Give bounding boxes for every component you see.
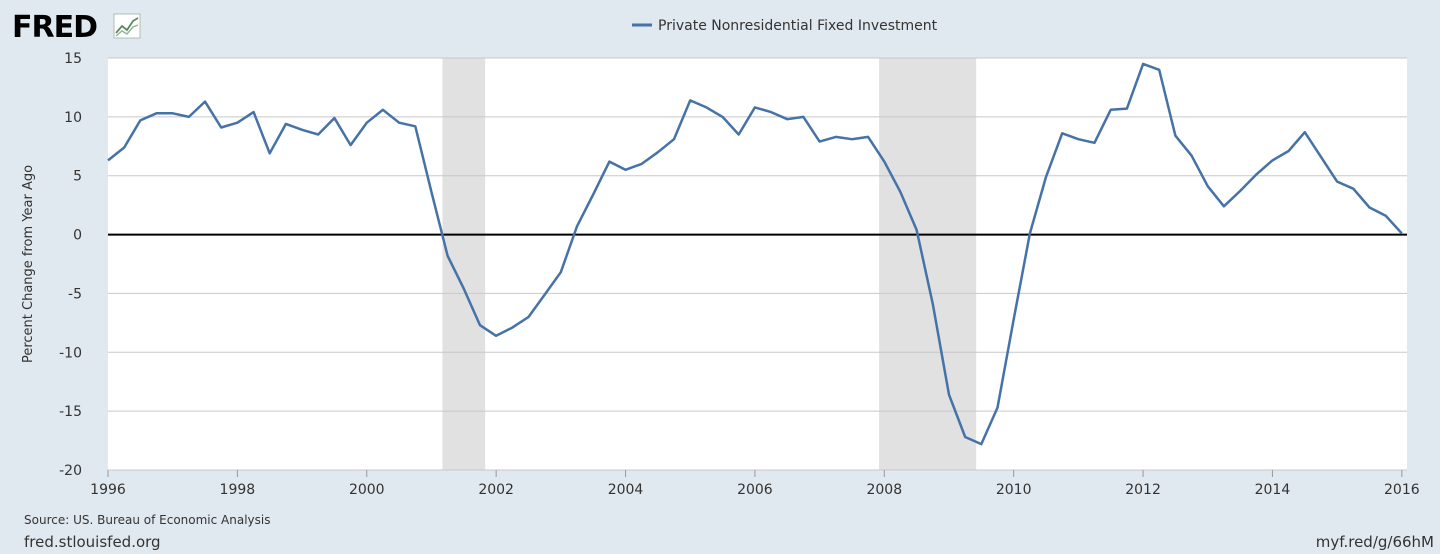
y-tick-label: 15 [64,51,82,67]
recession-band [442,58,486,470]
y-tick-label: -20 [59,463,82,479]
y-tick-label: 0 [73,228,82,244]
x-tick-label: 2014 [1255,482,1291,498]
gridlines [108,57,1407,471]
x-tick-label: 2004 [608,482,644,498]
series-lines [107,62,1403,446]
x-tick-label: 1996 [90,482,126,498]
y-tick-label: -10 [59,345,82,361]
x-tick-label: 2006 [737,482,773,498]
y-tick-labels: 15 10 5 0 -5 -10 -15 -20 [59,51,82,479]
y-tick-label: 5 [73,169,82,185]
x-tick-label: 2012 [1125,482,1161,498]
y-axis-title: Percent Change from Year Ago [21,165,36,363]
plot-background [108,58,1407,470]
short-url-link[interactable]: myf.red/g/66hM [1315,533,1434,551]
x-tick-labels: 1996 1998 2000 2002 2004 2006 2008 2010 2012 2014… [90,470,1420,498]
x-tick-label: 2008 [866,482,902,498]
site-link[interactable]: fred.stlouisfed.org [24,533,161,551]
series-line [107,62,1403,446]
x-tick-label: 2000 [349,482,385,498]
x-tick-label: 2002 [478,482,514,498]
x-tick-label: 2010 [996,482,1032,498]
fred-logo-text: FRED [12,10,97,45]
fred-logo[interactable]: FRED [12,10,141,45]
chart-line-icon [113,13,141,39]
y-tick-label: -5 [68,286,82,302]
legend: Private Nonresidential Fixed Investment [632,18,938,34]
x-tick-label: 2016 [1384,482,1420,498]
source-note: Source: US. Bureau of Economic Analysis [24,513,271,527]
y-tick-label: 10 [64,110,82,126]
y-tick-label: -15 [59,404,82,420]
x-tick-label: 1998 [220,482,256,498]
recession-band [879,58,977,470]
recession-bands [442,58,977,470]
legend-label: Private Nonresidential Fixed Investment [658,18,938,34]
